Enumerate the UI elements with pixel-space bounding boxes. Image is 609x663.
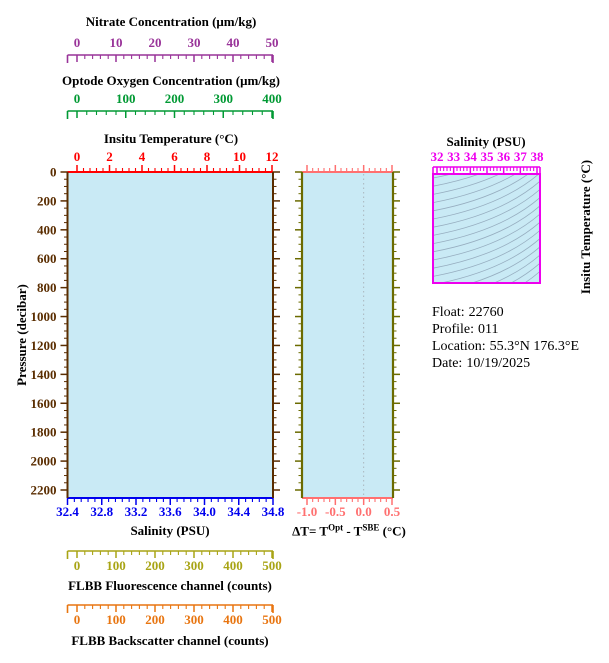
- tick-label: 1000: [31, 309, 57, 324]
- tick-label: 0: [74, 149, 81, 164]
- nitrate-axis-title: Nitrate Concentration (μm/kg): [85, 14, 257, 29]
- tick-label: 600: [37, 251, 57, 266]
- tick-label: 200: [37, 193, 57, 208]
- tick-label: 32: [431, 149, 444, 164]
- oxygen-axis-title: Optode Oxygen Concentration (μm/kg): [62, 73, 280, 88]
- tick-label: 0.5: [384, 504, 401, 519]
- tick-label: 800: [37, 280, 57, 295]
- tick-label: 34.0: [193, 504, 216, 519]
- ts-temperature-axis-title: Insitu Temperature (°C): [578, 159, 593, 295]
- panel-backgrounds: [67, 172, 540, 498]
- fluorescence-axis-title: FLBB Fluorescence channel (counts): [68, 578, 272, 593]
- tick-label: 300: [184, 558, 204, 573]
- tick-label: 100: [106, 612, 126, 627]
- tick-label: 200: [165, 91, 185, 106]
- tick-label: 33.2: [125, 504, 148, 519]
- ts-salinity-axis-title: Salinity (PSU): [446, 134, 526, 149]
- backscatter-axis-title: FLBB Backscatter channel (counts): [71, 633, 269, 648]
- tick-label: 33.6: [159, 504, 182, 519]
- tick-label: 32.4: [56, 504, 79, 519]
- tick-label: 0: [74, 91, 81, 106]
- tick-label: -1.0: [297, 504, 318, 519]
- tick-label: 38: [531, 149, 545, 164]
- tick-label: 33: [447, 149, 461, 164]
- tick-label: 1400: [31, 367, 57, 382]
- location-line: Location: 55.3°N 176.3°E: [432, 339, 580, 354]
- tick-label: 500: [262, 558, 282, 573]
- tick-label: 10: [110, 35, 123, 50]
- tick-label: 40: [227, 35, 240, 50]
- date-line: Date: 10/19/2025: [432, 356, 531, 371]
- tick-label: 100: [106, 558, 126, 573]
- ts-panel: 32 33 34 35 36 37 38: [431, 149, 545, 284]
- tick-label: 0.0: [356, 504, 372, 519]
- tick-label: 400: [262, 91, 282, 106]
- density-contours: [433, 174, 540, 283]
- tick-label: 400: [223, 612, 243, 627]
- tick-label: 100: [116, 91, 136, 106]
- pressure-axis-title: Pressure (decibar): [14, 284, 29, 386]
- profile-line: Profile: 011: [432, 322, 499, 337]
- tick-label: 0: [74, 558, 81, 573]
- tick-label: -0.5: [325, 504, 346, 519]
- tick-label: 37: [514, 149, 528, 164]
- tick-label: 10: [233, 149, 246, 164]
- temperature-axis-title: Insitu Temperature (°C): [103, 131, 239, 146]
- tick-label: 400: [223, 558, 243, 573]
- tick-label: 36: [497, 149, 511, 164]
- tick-label: 34.8: [262, 504, 285, 519]
- salinity-axis-title: Salinity (PSU): [130, 523, 210, 538]
- float-info-block: Float: 22760 Profile: 011 Location: 55.3°N …: [432, 304, 583, 372]
- tick-label: 200: [145, 558, 165, 573]
- float-id-line: Float: 22760: [432, 305, 504, 320]
- tick-label: 2: [106, 149, 113, 164]
- tick-label: 8: [204, 149, 211, 164]
- tick-label: 0: [74, 35, 81, 50]
- tick-label: 0: [74, 612, 81, 627]
- tick-label: 1800: [31, 425, 57, 440]
- tick-label: 400: [37, 222, 57, 237]
- tick-label: 1600: [31, 396, 57, 411]
- tick-label: 1200: [31, 338, 57, 353]
- tick-label: 0: [50, 165, 57, 180]
- tick-label: 6: [171, 149, 178, 164]
- tick-label: 12: [266, 149, 279, 164]
- tick-label: 4: [139, 149, 146, 164]
- delta-t-axis-title: ΔT= TOpt - TSBE (°C): [292, 522, 406, 539]
- tick-label: 50: [266, 35, 279, 50]
- tick-label: 200: [145, 612, 165, 627]
- tick-label: 34: [464, 149, 478, 164]
- tick-label: 300: [214, 91, 234, 106]
- tick-label: 2000: [31, 454, 57, 469]
- tick-label: 2200: [31, 483, 57, 498]
- tick-label: 500: [262, 612, 282, 627]
- tick-label: 20: [149, 35, 162, 50]
- tick-label: 34.4: [227, 504, 250, 519]
- tick-label: 300: [184, 612, 204, 627]
- tick-label: 32.8: [90, 504, 113, 519]
- tick-label: 30: [188, 35, 201, 50]
- tick-label: 35: [481, 149, 495, 164]
